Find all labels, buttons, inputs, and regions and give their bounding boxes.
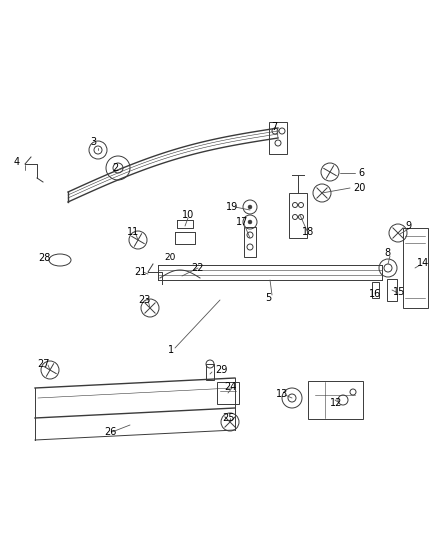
Text: 25: 25 xyxy=(222,413,234,423)
Circle shape xyxy=(248,220,252,224)
Text: 16: 16 xyxy=(369,289,381,299)
Bar xyxy=(387,279,397,301)
Bar xyxy=(269,122,287,154)
Circle shape xyxy=(248,205,252,209)
Text: 29: 29 xyxy=(215,365,227,375)
Text: 4: 4 xyxy=(14,157,20,167)
Text: 2: 2 xyxy=(112,163,118,173)
Text: 12: 12 xyxy=(330,398,343,408)
Text: 10: 10 xyxy=(182,210,194,220)
Text: 23: 23 xyxy=(138,295,150,305)
Text: 8: 8 xyxy=(384,248,390,258)
Bar xyxy=(289,192,307,238)
Text: 18: 18 xyxy=(302,227,314,237)
Bar xyxy=(244,227,256,257)
Text: 21: 21 xyxy=(134,267,146,277)
Bar xyxy=(206,364,214,380)
Text: 3: 3 xyxy=(90,137,96,147)
Text: 20: 20 xyxy=(164,253,176,262)
Text: 14: 14 xyxy=(417,258,429,268)
Bar xyxy=(307,381,363,419)
Text: 19: 19 xyxy=(226,202,238,212)
Text: 17: 17 xyxy=(236,217,248,227)
Text: 15: 15 xyxy=(393,287,406,297)
Text: 5: 5 xyxy=(265,293,271,303)
Bar xyxy=(371,282,378,298)
Text: 20: 20 xyxy=(353,183,365,193)
Bar xyxy=(403,228,427,308)
Text: 24: 24 xyxy=(224,382,237,392)
Text: 27: 27 xyxy=(37,359,49,369)
Text: 9: 9 xyxy=(405,221,411,231)
Text: 7: 7 xyxy=(271,122,277,132)
Bar xyxy=(217,382,239,404)
Text: 13: 13 xyxy=(276,389,288,399)
Text: 1: 1 xyxy=(168,345,174,355)
Text: 26: 26 xyxy=(104,427,117,437)
Text: 28: 28 xyxy=(38,253,50,263)
Text: 11: 11 xyxy=(127,227,139,237)
Text: 22: 22 xyxy=(191,263,204,273)
Text: 6: 6 xyxy=(358,168,364,178)
